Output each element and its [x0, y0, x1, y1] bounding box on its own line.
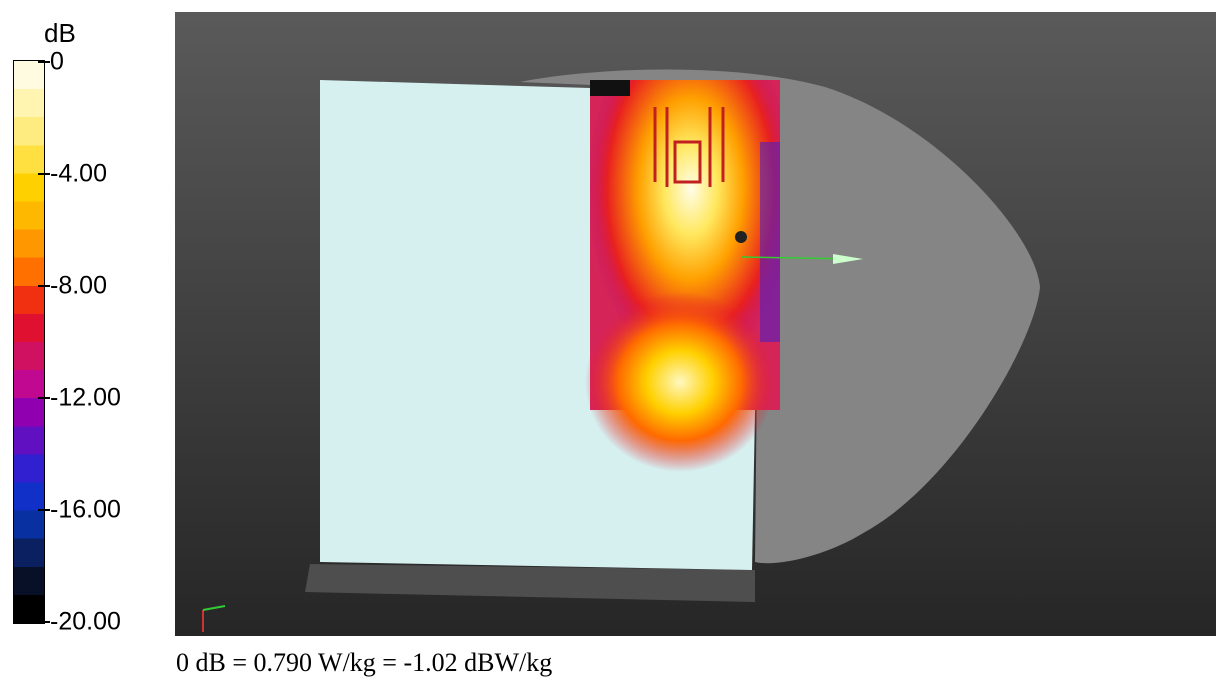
tick-mark: [38, 397, 50, 399]
sar-map: [585, 80, 780, 472]
tick-mark: [38, 509, 50, 511]
tick-label: -16.00: [50, 495, 121, 524]
tick-label: -12.00: [50, 383, 121, 412]
legend-unit: dB: [44, 18, 76, 48]
tick-mark: [38, 61, 50, 63]
tick-mark: [38, 285, 50, 287]
caption: 0 dB = 0.790 W/kg = -1.02 dBW/kg: [176, 648, 553, 677]
probe-point: [735, 231, 747, 243]
axis-icon: [202, 605, 226, 632]
tick-label: -8.00: [50, 271, 107, 300]
tick-mark: [38, 621, 50, 623]
3d-view: [175, 12, 1216, 636]
arrow-head: [833, 254, 863, 264]
colorbar: [13, 60, 45, 624]
board-shadow: [305, 564, 755, 602]
tick-label: 0: [50, 47, 64, 76]
tick-label: -20.00: [50, 607, 121, 636]
tick-label: -4.00: [50, 159, 107, 188]
tick-mark: [38, 173, 50, 175]
